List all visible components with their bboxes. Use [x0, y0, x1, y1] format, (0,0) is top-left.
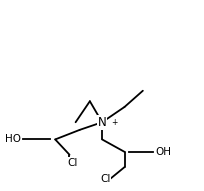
Text: N: N — [98, 116, 106, 129]
Text: Cl: Cl — [100, 174, 110, 184]
Text: Cl: Cl — [67, 158, 78, 168]
Text: OH: OH — [155, 147, 171, 157]
Text: +: + — [111, 118, 117, 127]
Text: HO: HO — [4, 134, 21, 144]
